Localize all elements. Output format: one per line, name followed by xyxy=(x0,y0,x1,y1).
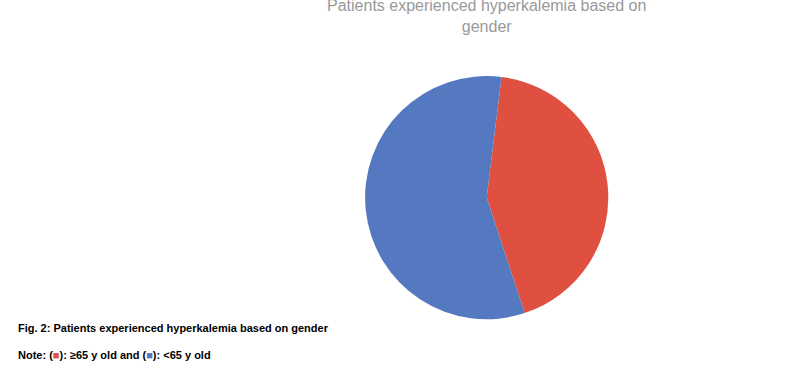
svg-text:Fig. 2: Patients experienced h: Fig. 2: Patients experienced hyperkalemi… xyxy=(18,322,329,334)
svg-text:Note: (■): ≥65 y old and (■):: Note: (■): ≥65 y old and (■): <65 y old xyxy=(18,349,211,361)
svg-text:Patients experienced hyperkale: Patients experienced hyperkalemia based … xyxy=(327,0,646,35)
